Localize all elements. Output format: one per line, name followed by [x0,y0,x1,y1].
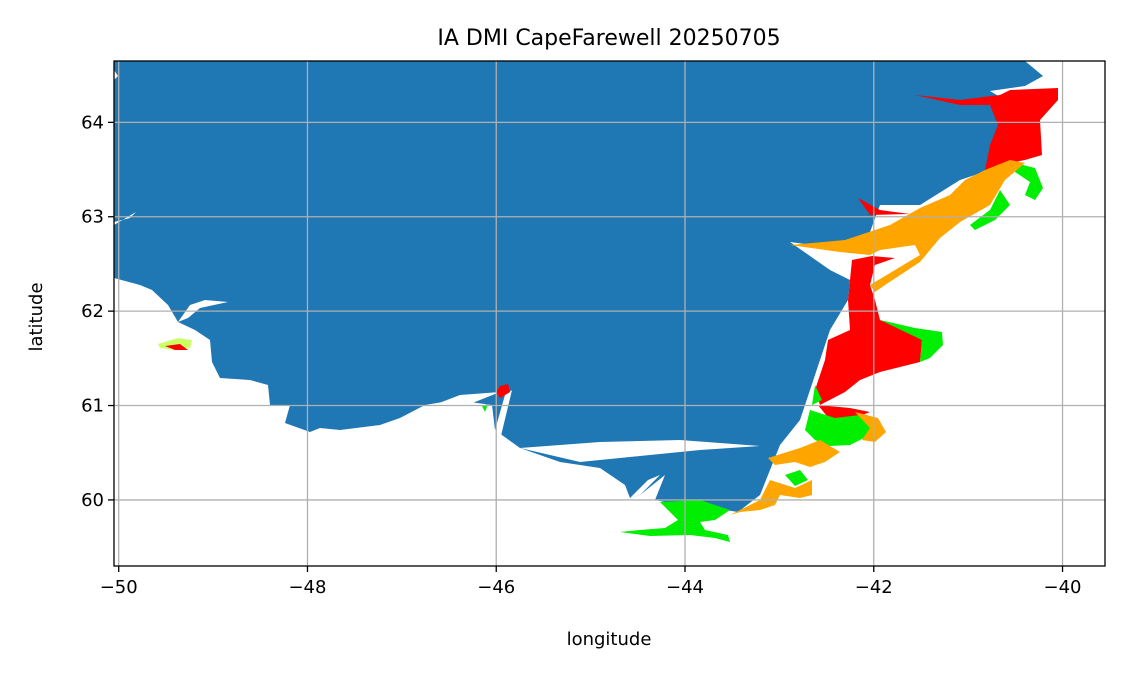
ice-polygon-red [915,88,1058,170]
y-tick-label: 61 [81,396,104,417]
fjord-white [114,70,118,80]
gridlines [114,61,1105,566]
ice-polygon-red [858,198,910,215]
fjord-white [630,475,660,498]
y-tick-label: 63 [81,207,104,228]
y-axis: 60 61 62 63 64 [81,112,114,511]
axes-frame [113,60,1106,567]
ice-polygon-orange [730,480,812,515]
ice-polygon-orange [855,412,886,442]
y-tick-label: 60 [81,490,104,511]
ice-polygon-green [805,410,880,446]
map-area [114,61,1105,566]
ice-polygon-green [620,500,730,542]
greenland-land [114,61,1043,512]
ice-polygon-green [970,190,1010,230]
x-axis: −50 −48 −46 −44 −42 −40 [100,566,1082,598]
ice-polygon-green [812,385,822,405]
ice-polygon-green [880,320,943,362]
fjord-white [495,390,512,440]
y-tick-label: 62 [81,301,104,322]
x-tick-label: −44 [666,577,704,598]
y-axis-label: latitude [26,282,47,351]
ice-polygon-red [496,384,510,398]
ice-polygon-orange [790,160,1025,292]
x-tick-label: −42 [855,577,893,598]
ice-polygon-orange [768,440,840,467]
x-tick-label: −46 [477,577,515,598]
fjord-white [114,212,136,225]
fjord-white [400,392,500,436]
ice-polygon-red [165,344,188,350]
ice-polygon-green [1015,163,1043,200]
x-tick-label: −40 [1044,577,1082,598]
ice-polygon-green [785,470,808,486]
y-tick-label: 64 [81,112,104,133]
chart-title: IA DMI CapeFarewell 20250705 [437,26,780,51]
fjord-white [178,300,228,322]
x-tick-label: −48 [288,577,326,598]
x-tick-label: −50 [100,577,138,598]
fjord-white [520,440,760,462]
ice-polygon-red [815,256,922,405]
x-axis-label: longitude [567,629,652,650]
